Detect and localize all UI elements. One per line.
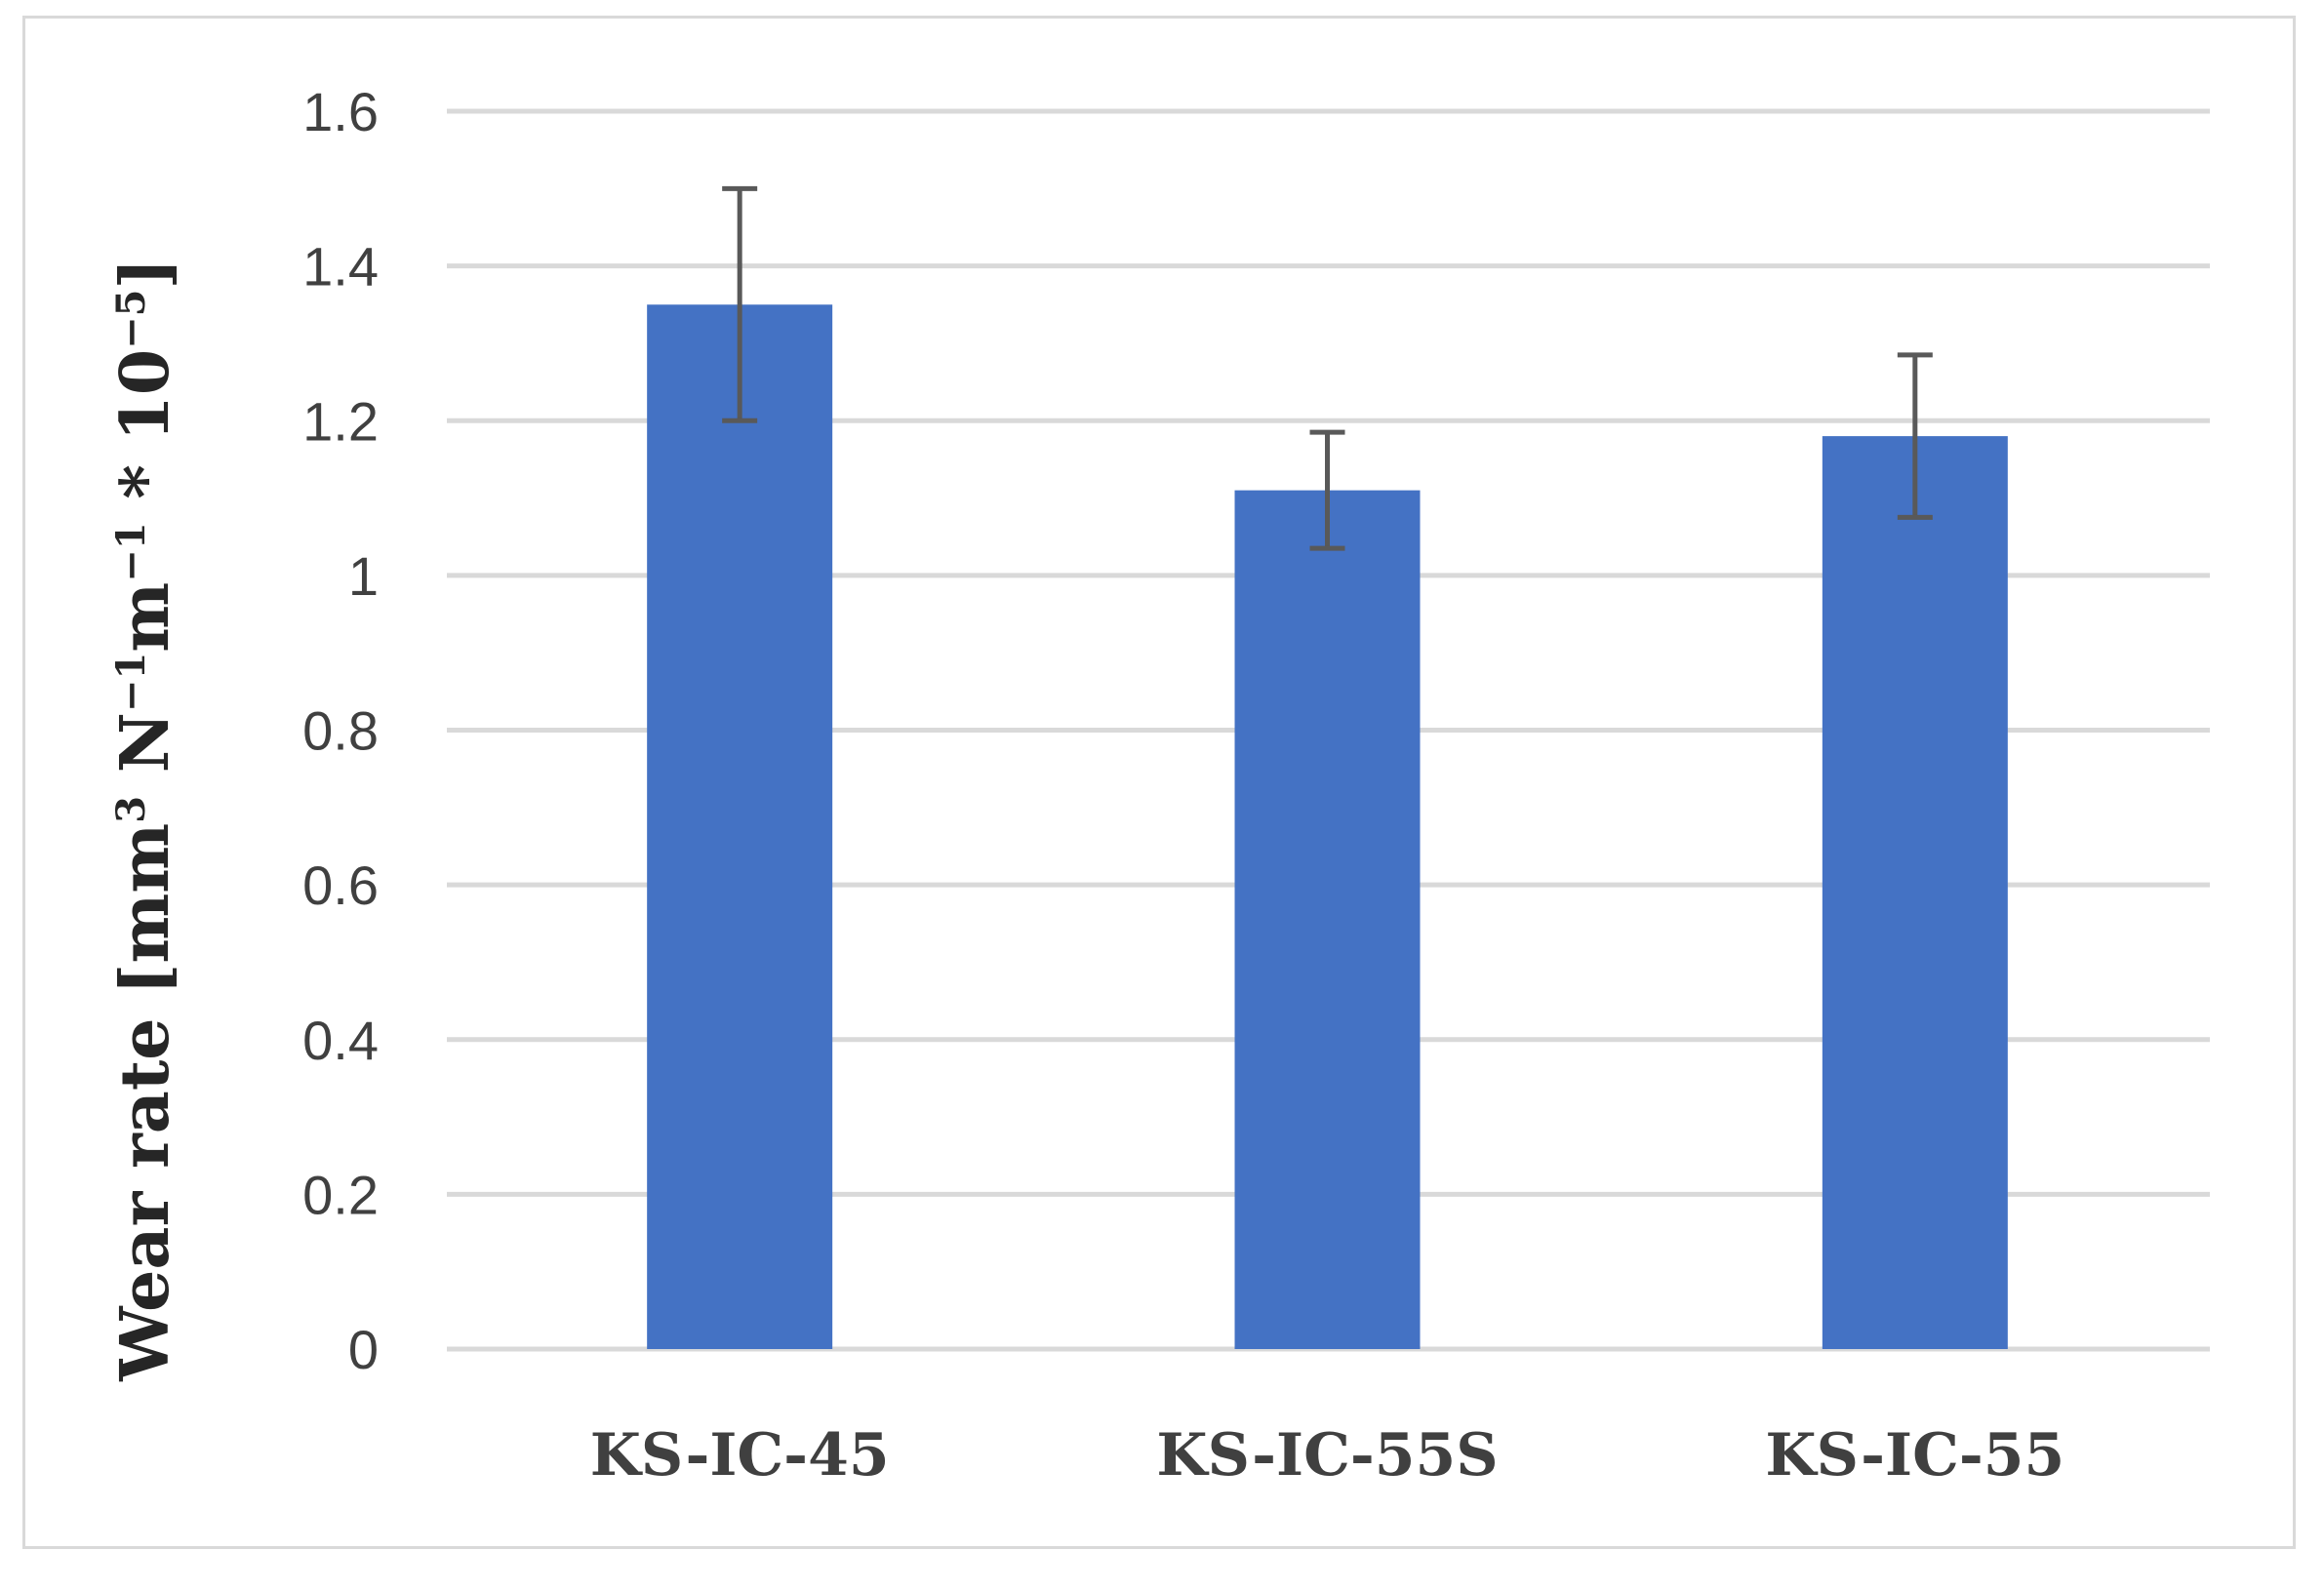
category-label: KS-IC-55S — [1156, 1421, 1498, 1490]
y-tick-label: 0.6 — [302, 855, 379, 916]
y-axis-title-sup: −1 — [108, 653, 154, 712]
y-axis-title: Wear rate [mm3 N−1m−1 * 10−5] — [106, 258, 184, 1381]
y-tick-label: 0.8 — [302, 700, 379, 762]
y-axis-title-sup: 3 — [108, 796, 154, 823]
bar — [1234, 490, 1421, 1350]
y-axis-title-part: N — [106, 712, 184, 796]
y-axis-title-part: ] — [106, 258, 184, 289]
error-bars — [722, 185, 1933, 551]
y-tick-labels: 0 0.2 0.4 0.6 0.8 1 1.2 1.4 1.6 — [302, 81, 379, 1380]
y-tick-label: 0.4 — [302, 1010, 379, 1071]
category-label: KS-IC-55 — [1765, 1421, 2064, 1490]
y-axis-title-part: Wear rate [mm — [106, 823, 184, 1382]
bars — [647, 304, 2008, 1350]
y-tick-label: 1 — [348, 545, 379, 607]
y-tick-label: 1.6 — [302, 81, 379, 142]
error-bar — [722, 185, 758, 423]
y-axis-title-part: * 10 — [106, 349, 184, 523]
category-labels: KS-IC-45 KS-IC-55S KS-IC-55 — [590, 1421, 2064, 1490]
bar — [1822, 436, 2008, 1349]
y-tick-label: 0 — [348, 1319, 379, 1380]
bar — [647, 304, 833, 1349]
error-bar — [1897, 352, 1933, 520]
y-axis-title-part: m — [106, 582, 184, 653]
y-axis-title-sup: −1 — [108, 522, 154, 581]
y-tick-label: 1.4 — [302, 236, 379, 298]
y-tick-label: 0.2 — [302, 1164, 379, 1225]
error-bar — [1309, 429, 1345, 551]
y-tick-label: 1.2 — [302, 390, 379, 452]
y-axis-title-sup: −5 — [108, 289, 154, 348]
category-label: KS-IC-45 — [590, 1421, 890, 1490]
